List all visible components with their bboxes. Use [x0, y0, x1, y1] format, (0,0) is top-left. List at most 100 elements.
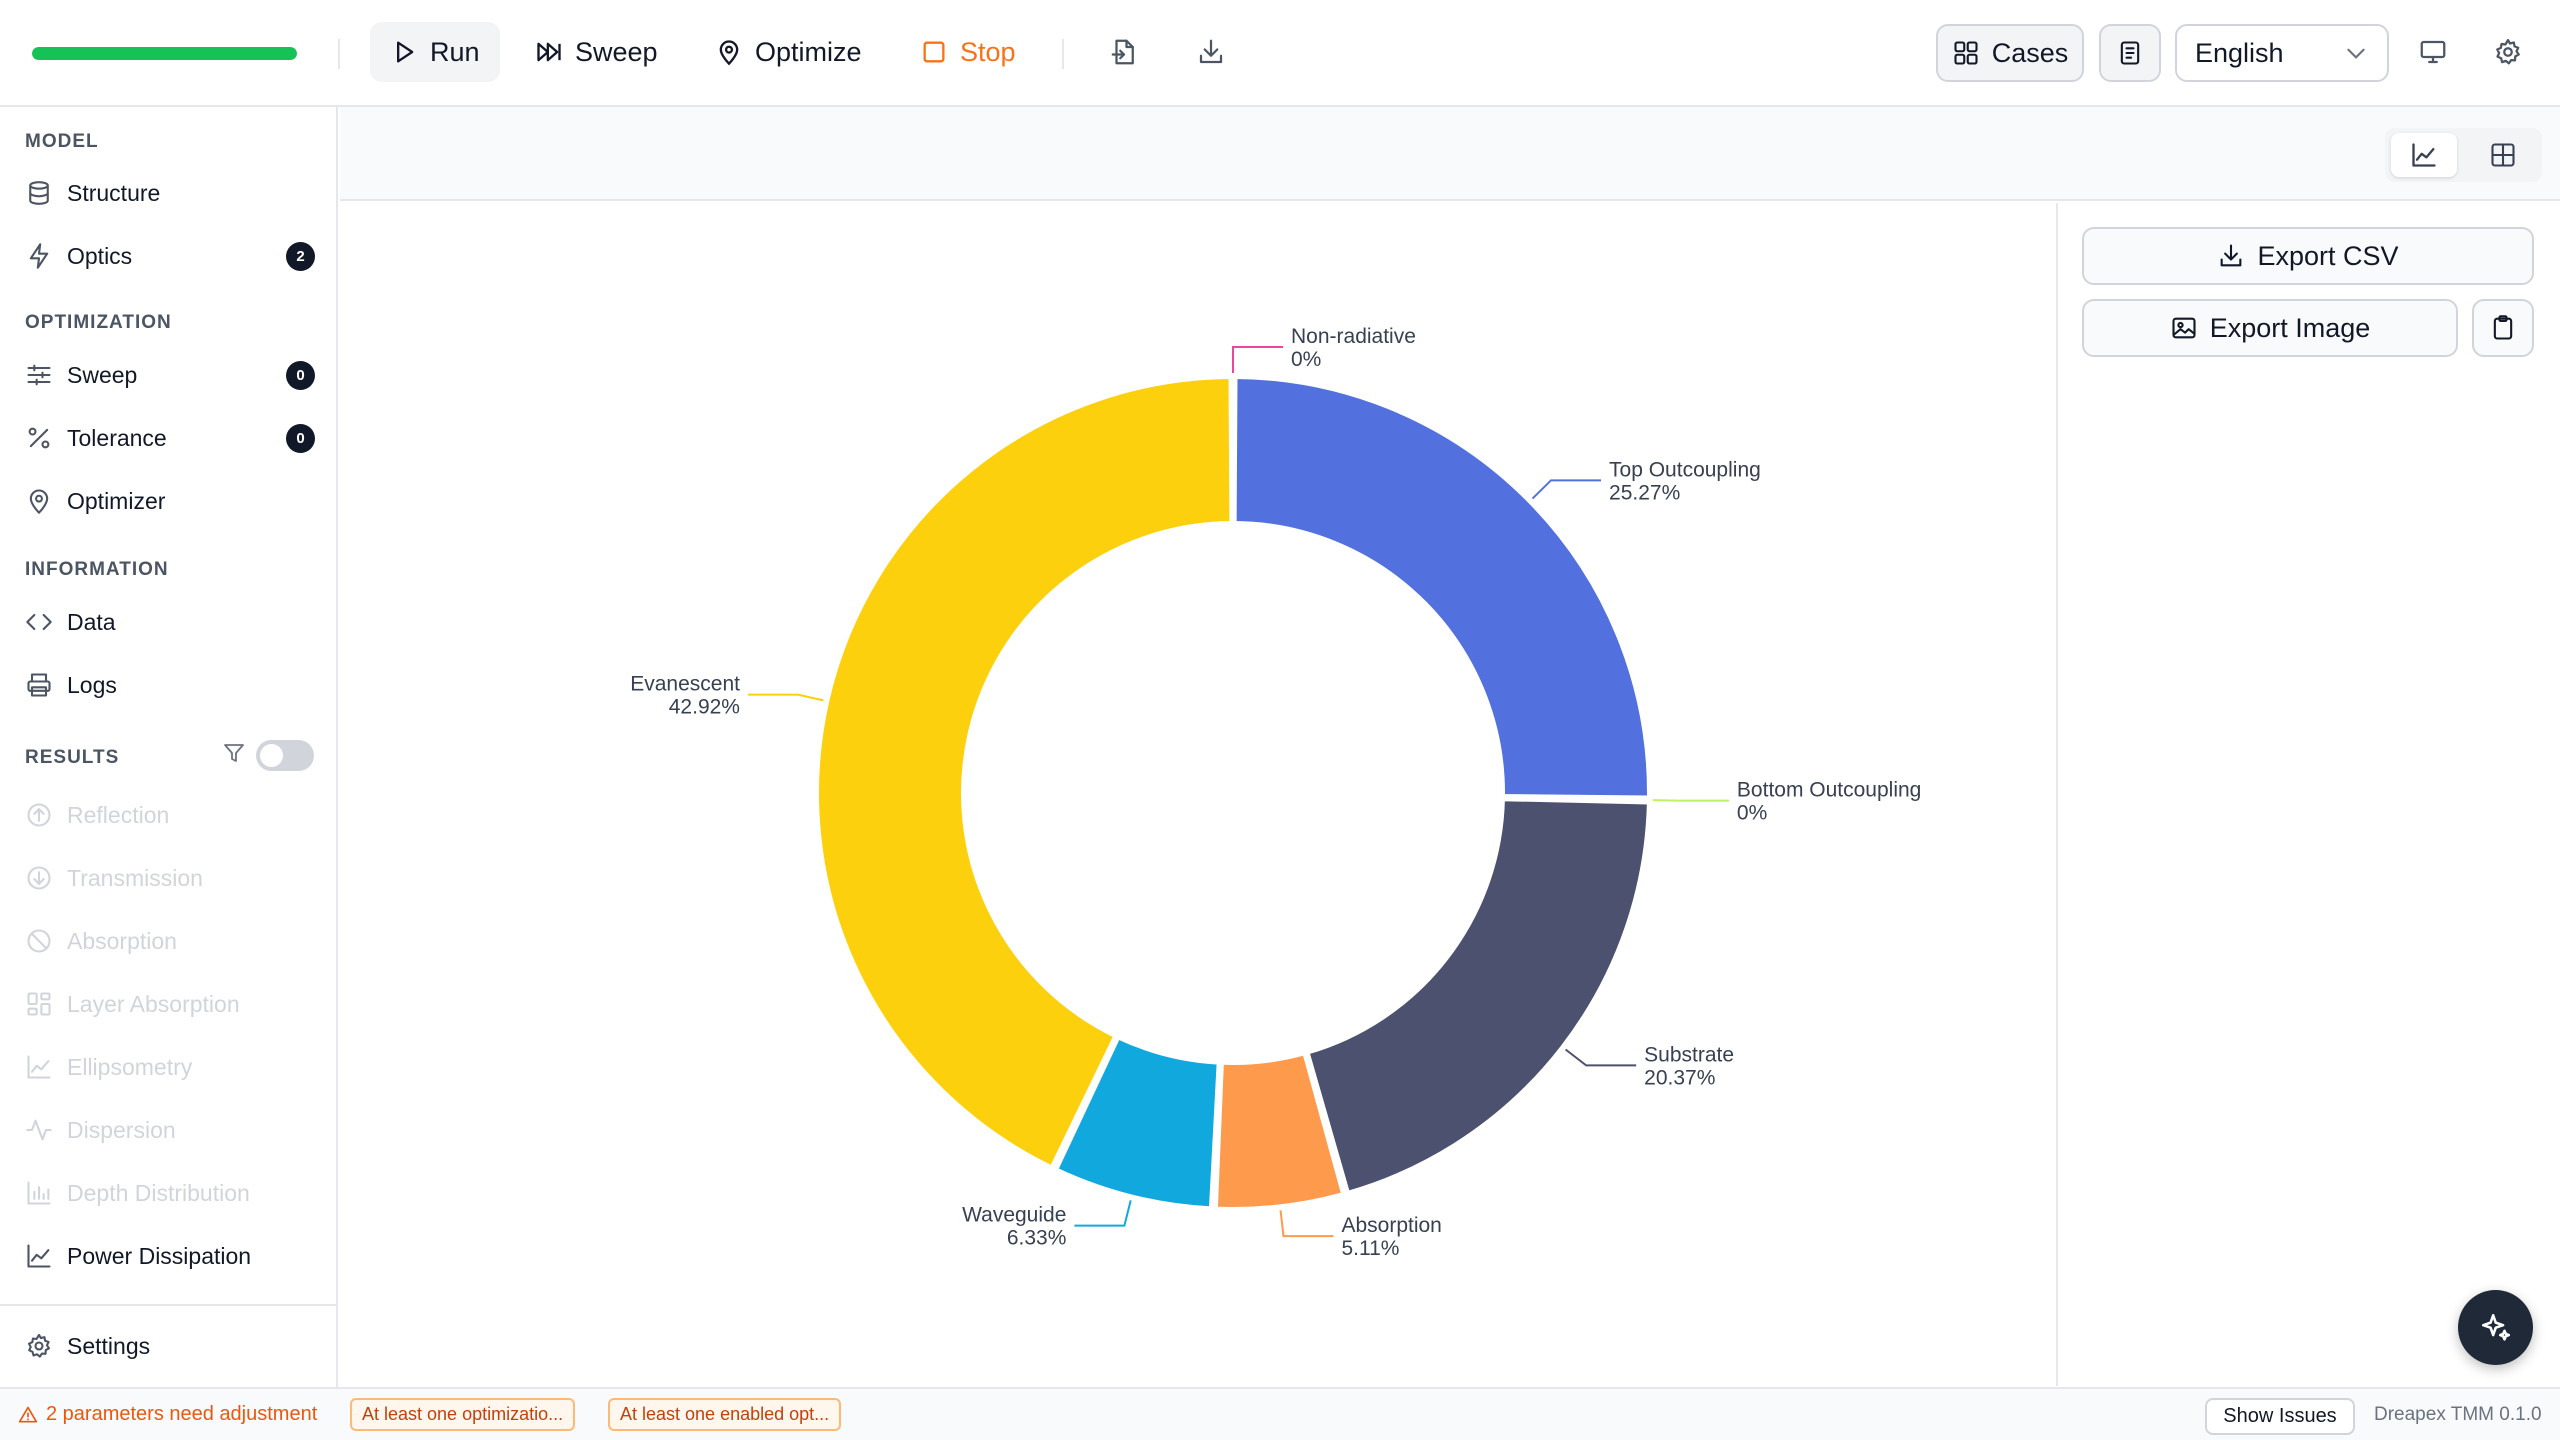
- results-filter-toggle[interactable]: [256, 740, 314, 771]
- pie-slice-absorption[interactable]: [1213, 1051, 1346, 1212]
- copy-clipboard-button[interactable]: [2472, 299, 2534, 357]
- sidebar-item-logs[interactable]: Logs: [25, 663, 315, 707]
- leader-line: [747, 693, 824, 702]
- clipboard-icon: [2493, 315, 2513, 340]
- export-csv-button[interactable]: Export CSV: [2082, 227, 2534, 285]
- printer-icon: [27, 673, 51, 697]
- download-icon: [2221, 244, 2242, 267]
- sidebar-item-ellipsometry[interactable]: Ellipsometry: [25, 1045, 315, 1089]
- toolbar-divider: [338, 39, 340, 69]
- optimize-button[interactable]: Optimize: [695, 22, 882, 82]
- code-icon: [26, 613, 52, 631]
- download-icon: [1199, 39, 1223, 64]
- table-view-button[interactable]: [2470, 133, 2536, 177]
- sidebar-item-label: Data: [67, 608, 116, 635]
- export-csv-label: Export CSV: [2257, 240, 2399, 271]
- section-title-results: RESULTS: [25, 747, 120, 768]
- show-issues-button[interactable]: Show Issues: [2205, 1398, 2355, 1435]
- cases-label: Cases: [1991, 37, 2069, 68]
- sidebar-item-depth-distribution[interactable]: Depth Distribution: [25, 1171, 315, 1215]
- leader-line: [1279, 1210, 1334, 1238]
- leader-line: [1074, 1200, 1132, 1227]
- document-icon: [2120, 41, 2140, 65]
- app-version: Dreapex TMM 0.1.0: [2374, 1404, 2542, 1425]
- optimize-label: Optimize: [755, 36, 862, 67]
- export-image-button[interactable]: Export Image: [2082, 299, 2458, 357]
- import-button[interactable]: [1102, 30, 1146, 74]
- warning-message[interactable]: 2 parameters need adjustment: [18, 1403, 317, 1426]
- sidebar-item-layer-absorption[interactable]: Layer Absorption: [25, 982, 315, 1026]
- sidebar-item-tolerance[interactable]: Tolerance 0: [25, 416, 315, 460]
- notes-button[interactable]: [2099, 24, 2161, 82]
- pie-slice-top-outcoupling[interactable]: [1232, 375, 1651, 800]
- warning-text: 2 parameters need adjustment: [46, 1403, 318, 1425]
- sidebar-item-label: Optimizer: [67, 487, 166, 514]
- bar-chart-icon: [27, 1181, 51, 1205]
- map-pin-icon: [29, 489, 49, 515]
- file-import-icon: [1111, 39, 1134, 65]
- skip-forward-icon: [537, 42, 561, 62]
- activity-icon: [26, 1119, 52, 1141]
- language-value: English: [2195, 37, 2284, 68]
- pie-slice-evanescent[interactable]: [815, 375, 1234, 1170]
- run-button[interactable]: Run: [370, 22, 500, 82]
- chart-area: Non-radiative 0% Top Outcoupling 25.27% Bott…: [340, 203, 2056, 1386]
- sidebar-item-sweep[interactable]: Sweep 0: [25, 353, 315, 397]
- view-toggle: [2385, 128, 2542, 182]
- line-chart-icon: [27, 1055, 51, 1079]
- sidebar-item-reflection[interactable]: Reflection: [25, 793, 315, 837]
- table-icon: [2491, 143, 2515, 167]
- slice-value-label: 20.37%: [1644, 1066, 1715, 1089]
- display-button[interactable]: [2411, 30, 2455, 74]
- sidebar-item-label: Power Dissipation: [67, 1242, 252, 1269]
- sidebar-item-optimizer[interactable]: Optimizer: [25, 479, 315, 523]
- filter-icon[interactable]: [222, 741, 246, 765]
- download-button[interactable]: [1189, 30, 1233, 74]
- sidebar-item-absorption[interactable]: Absorption: [25, 919, 315, 963]
- sidebar-item-dispersion[interactable]: Dispersion: [25, 1108, 315, 1152]
- gear-icon: [2496, 39, 2520, 65]
- line-chart-icon: [2412, 143, 2436, 167]
- arrow-up-circle-icon: [27, 803, 51, 827]
- stop-button[interactable]: Stop: [900, 22, 1036, 82]
- sidebar-item-label: Structure: [67, 179, 161, 206]
- stop-icon: [923, 41, 945, 63]
- sidebar-item-data[interactable]: Data: [25, 600, 315, 644]
- slice-value-label: 25.27%: [1609, 481, 1680, 504]
- warning-chip[interactable]: At least one enabled opt...: [608, 1398, 842, 1431]
- lightning-icon: [29, 243, 49, 269]
- main-header: [340, 107, 2560, 201]
- sweep-button[interactable]: Sweep: [515, 22, 678, 82]
- sidebar-item-label: Transmission: [67, 864, 203, 891]
- pie-slice-waveguide[interactable]: [1054, 1035, 1221, 1211]
- language-select[interactable]: English: [2175, 24, 2389, 82]
- count-badge: 0: [286, 361, 315, 390]
- slice-label: Substrate: [1644, 1043, 1734, 1066]
- database-icon: [29, 181, 49, 205]
- ban-icon: [27, 929, 51, 953]
- sidebar-item-transmission[interactable]: Transmission: [25, 856, 315, 900]
- ai-assistant-button[interactable]: [2458, 1290, 2533, 1365]
- sidebar-item-optics[interactable]: Optics 2: [25, 234, 315, 278]
- sidebar-item-settings[interactable]: Settings: [25, 1324, 315, 1368]
- arrow-down-circle-icon: [27, 866, 51, 890]
- warning-chip[interactable]: At least one optimizatio...: [350, 1398, 576, 1431]
- slice-label: Evanescent: [630, 673, 740, 696]
- chart-view-button[interactable]: [2391, 133, 2457, 177]
- sidebar-item-label: Absorption: [67, 927, 177, 954]
- count-badge: 2: [286, 242, 315, 271]
- play-icon: [397, 41, 414, 63]
- pie-slice-substrate[interactable]: [1305, 797, 1651, 1195]
- image-icon: [2172, 317, 2196, 339]
- leader-line: [1531, 479, 1602, 500]
- sidebar-item-structure[interactable]: Structure: [25, 171, 315, 215]
- status-bar: 2 parameters need adjustment At least on…: [0, 1387, 2560, 1440]
- settings-gear-button[interactable]: [2486, 30, 2530, 74]
- sidebar: MODEL Structure Optics 2 OPTIMIZATION Sw…: [0, 107, 338, 1387]
- export-image-label: Export Image: [2209, 312, 2371, 343]
- cases-button[interactable]: Cases: [1936, 24, 2084, 82]
- sidebar-item-power-dissipation[interactable]: Power Dissipation: [25, 1234, 315, 1278]
- export-panel: Export CSV Export Image: [2056, 203, 2560, 1386]
- slice-label: Waveguide: [962, 1204, 1066, 1227]
